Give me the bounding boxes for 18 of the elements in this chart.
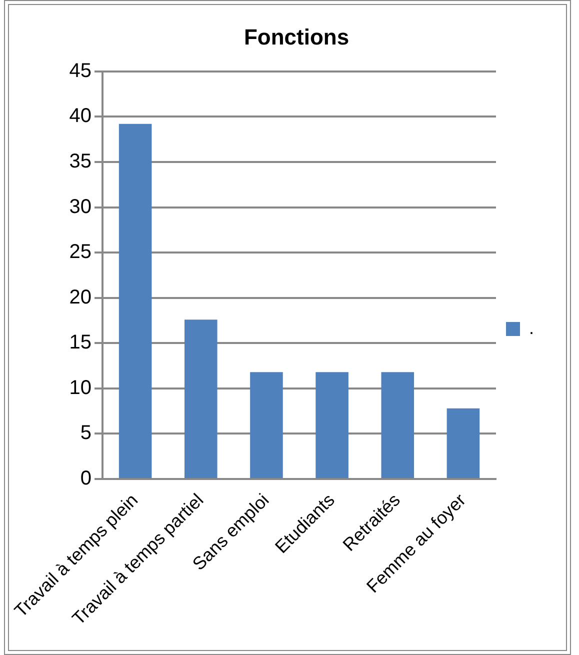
- bar: [316, 372, 348, 478]
- y-tick-label: 30: [69, 196, 92, 218]
- bar: [184, 320, 218, 478]
- bar: [250, 372, 283, 478]
- y-tick-label: 0: [80, 468, 92, 490]
- y-tick-label: 5: [80, 422, 92, 444]
- y-tick-label: 15: [69, 332, 92, 354]
- y-tick-label: 10: [69, 376, 92, 399]
- bar: [118, 124, 152, 478]
- bar: [381, 372, 414, 478]
- y-tick-label: 40: [69, 105, 92, 128]
- legend-label: .: [529, 318, 534, 338]
- y-tick-label: 20: [69, 286, 92, 308]
- chart-title: Fonctions: [244, 24, 350, 50]
- y-tick-label: 25: [69, 241, 92, 264]
- bar: [446, 408, 480, 478]
- y-tick-label: 45: [69, 60, 92, 82]
- y-tick-label: 35: [69, 150, 92, 172]
